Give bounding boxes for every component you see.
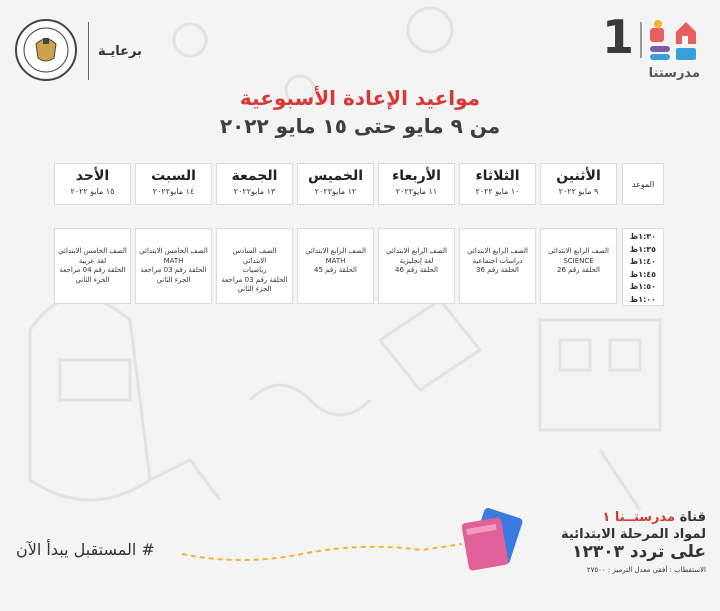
time-slot: ١:٣٠ظ xyxy=(629,232,657,241)
madrasatna-logo-icon xyxy=(650,20,696,60)
grade-line: الصف الرابع الابتدائي xyxy=(548,247,609,255)
dashed-path-decoration xyxy=(182,543,462,561)
day-date: ٩ مايو ٢٠٢٢ xyxy=(558,187,599,196)
times-column: ١:٣٠ظ ١:٣٥ظ ١:٤٠ظ ١:٤٥ظ ١:٥٠ظ ١:٠٠ظ xyxy=(622,228,664,306)
page-subtitle: من ٩ مايو حتى ١٥ مايو ٢٠٢٢ xyxy=(219,114,501,138)
day-header-friday: الجمعة ١٣ مايو٢٠٢٢ xyxy=(216,163,293,205)
time-slot: ١:٤٠ظ xyxy=(629,257,657,266)
grade-line: الصف الخامس الابتدائي xyxy=(139,247,208,255)
books-icon xyxy=(461,508,523,571)
channel-frequency: على تردد ١٢٣٠٣ xyxy=(572,542,706,562)
part-line: الجزء الثاني xyxy=(156,275,191,284)
episode-line: الحلقة رقم 26 xyxy=(557,266,600,274)
channel-technical-info: الاستقطاب : أفقي معدل الترميز : ٢٧٥٠٠ xyxy=(586,566,706,574)
seal-divider xyxy=(88,22,89,80)
episode-line: الحلقة رقم 04 مراجعة xyxy=(59,266,126,274)
subject-line: SCIENCE xyxy=(563,256,594,265)
day-name: الأربعاء xyxy=(392,168,441,184)
day-header-saturday: السبت ١٤ مايو٢٠٢٢ xyxy=(135,163,212,205)
program-cell-friday: الصف السادس الابتدائي رياضيات الحلقة رقم… xyxy=(216,228,293,304)
episode-line: الحلقة رقم 03 مراجعة xyxy=(140,266,207,274)
day-name: الأثنين xyxy=(556,168,601,184)
channel-name: مدرستــنا ١ xyxy=(602,510,676,525)
day-header-thursday: الخميس ١٢ مايو٢٠٢٢ xyxy=(297,163,374,205)
part-line: الجزء الثاني xyxy=(237,285,272,293)
program-cell-thursday: الصف الرابع الابتدائي MATH الحلقة رقم 45 xyxy=(297,228,374,304)
day-date: ١٤ مايو٢٠٢٢ xyxy=(152,187,195,196)
subject-line: MATH xyxy=(325,256,346,265)
program-cell-tuesday: الصف الرابع الابتدائي دراسات اجتماعية ال… xyxy=(459,228,536,304)
day-date: ١١ مايو٢٠٢٢ xyxy=(395,187,438,196)
brand-divider xyxy=(640,22,642,58)
brand-name: مدرستنا xyxy=(648,66,700,81)
time-slot: ١:٣٥ظ xyxy=(629,244,657,254)
time-slot: ١:٤٥ظ xyxy=(629,269,657,279)
day-date: ١٣ مايو٢٠٢٢ xyxy=(233,187,276,196)
time-slot: ١:٥٠ظ xyxy=(629,282,657,291)
day-header-tuesday: الثلاثاء ١٠ مايو ٢٠٢٢ xyxy=(459,163,536,205)
day-header-sunday: الأحد ١٥ مايو ٢٠٢٢ xyxy=(54,163,131,205)
header: برعايـة 1 مدرستنا xyxy=(0,0,720,90)
day-date: ١٠ مايو ٢٠٢٢ xyxy=(475,187,520,196)
channel-subtitle: لمواد المرحلة الابتدائية xyxy=(561,527,706,542)
subject-line: لغة إنجليزية xyxy=(399,256,434,265)
ministry-seal-icon xyxy=(15,19,77,81)
episode-line: الحلقة رقم 46 xyxy=(395,266,438,274)
program-cell-sunday: الصف الخامس الابتدائي لغة عربية الحلقة ر… xyxy=(54,228,131,304)
channel-info: قناة مدرستــنا ١ لمواد المرحلة الابتدائي… xyxy=(556,510,706,574)
channel-prefix: قناة xyxy=(679,510,706,525)
grade-line: الصف الرابع الابتدائي xyxy=(467,247,528,255)
grade-line: الصف الرابع الابتدائي xyxy=(386,247,447,255)
day-name: الثلاثاء xyxy=(475,168,520,184)
subject-line: لغة عربية xyxy=(78,256,107,265)
brand-number: 1 xyxy=(601,10,634,64)
program-cell-wednesday: الصف الرابع الابتدائي لغة إنجليزية الحلق… xyxy=(378,228,455,304)
subject-line: MATH xyxy=(163,256,184,265)
day-date: ١٢ مايو٢٠٢٢ xyxy=(314,187,357,196)
episode-line: الحلقة رقم 45 xyxy=(314,266,357,274)
day-name: السبت xyxy=(151,168,196,184)
episode-line: الحلقة رقم 36 xyxy=(476,266,519,274)
sponsor-label: برعايـة xyxy=(98,44,142,59)
day-name: الأحد xyxy=(75,168,110,184)
program-cell-saturday: الصف الخامس الابتدائي MATH الحلقة رقم 03… xyxy=(135,228,212,304)
day-date: ١٥ مايو ٢٠٢٢ xyxy=(70,187,115,196)
day-header-monday: الأثنين ٩ مايو ٢٠٢٢ xyxy=(540,163,617,205)
grade-line: الصف الخامس الابتدائي xyxy=(58,247,127,255)
channel-line: قناة مدرستــنا ١ xyxy=(556,510,706,525)
part-line: الجزء الثاني xyxy=(75,275,110,284)
grade-line: الصف السادس الابتدائي xyxy=(232,247,277,265)
day-name: الجمعة xyxy=(231,168,278,184)
slogan: # المستقبل يبدأ الآن xyxy=(16,540,155,559)
episode-line: الحلقة رقم 03 مراجعة xyxy=(221,275,288,284)
day-header-wednesday: الأربعاء ١١ مايو٢٠٢٢ xyxy=(378,163,455,205)
subject-line: دراسات اجتماعية xyxy=(472,256,523,265)
time-slot: ١:٠٠ظ xyxy=(629,294,657,304)
grade-line: الصف الرابع الابتدائي xyxy=(305,247,366,255)
page-title: مواعيد الإعادة الأسبوعية xyxy=(239,86,481,110)
program-cell-monday: الصف الرابع الابتدائي SCIENCE الحلقة رقم… xyxy=(540,228,617,304)
day-name: الخميس xyxy=(307,168,364,184)
subject-line: رياضيات xyxy=(242,266,267,274)
time-column-header: الموعد xyxy=(622,163,664,205)
